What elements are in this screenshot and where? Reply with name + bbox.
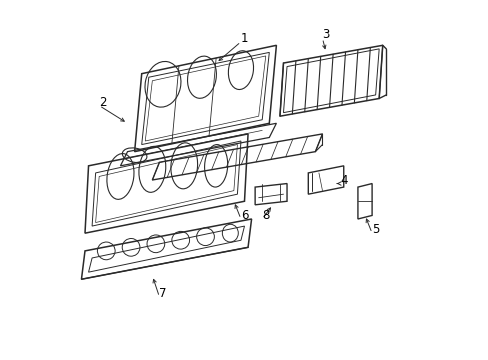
Text: 4: 4 — [339, 174, 347, 186]
Text: 3: 3 — [322, 28, 329, 41]
Text: 1: 1 — [240, 32, 248, 45]
Text: 5: 5 — [371, 223, 379, 236]
Text: 6: 6 — [240, 209, 248, 222]
Text: 7: 7 — [159, 287, 166, 300]
Text: 2: 2 — [99, 95, 106, 108]
Text: 8: 8 — [262, 209, 269, 222]
